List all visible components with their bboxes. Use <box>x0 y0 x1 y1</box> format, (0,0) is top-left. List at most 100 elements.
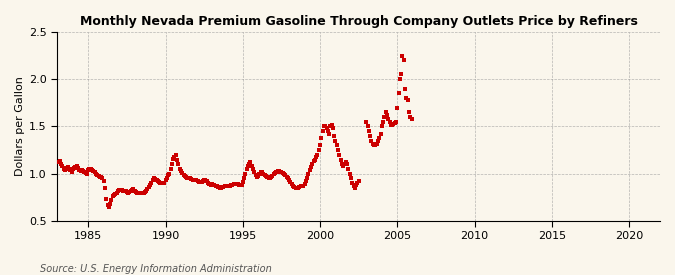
Point <box>92 172 103 177</box>
Point <box>115 188 126 192</box>
Point <box>258 172 269 176</box>
Point <box>150 177 161 182</box>
Point <box>156 181 167 185</box>
Point <box>110 191 121 196</box>
Point <box>308 159 319 164</box>
Point <box>353 179 364 183</box>
Point <box>383 117 394 121</box>
Point <box>75 169 86 173</box>
Point <box>188 178 199 183</box>
Point <box>248 167 259 171</box>
Point <box>268 172 279 176</box>
Point <box>329 134 340 138</box>
Point <box>109 192 119 197</box>
Point <box>374 136 385 140</box>
Point <box>277 170 288 175</box>
Point <box>116 188 127 192</box>
Point <box>198 178 209 183</box>
Point <box>89 170 100 174</box>
Point <box>348 184 359 188</box>
Point <box>218 185 229 189</box>
Point <box>371 141 382 146</box>
Point <box>242 164 253 168</box>
Point <box>53 160 64 165</box>
Point <box>271 170 281 174</box>
Point <box>300 179 311 183</box>
Point <box>157 181 168 185</box>
Point <box>266 174 277 179</box>
Title: Monthly Nevada Premium Gasoline Through Company Outlets Price by Refiners: Monthly Nevada Premium Gasoline Through … <box>80 15 638 28</box>
Point <box>379 115 390 119</box>
Point <box>315 143 325 148</box>
Point <box>70 165 81 169</box>
Point <box>128 187 139 191</box>
Point <box>391 120 402 124</box>
Point <box>364 129 375 133</box>
Point <box>214 186 225 190</box>
Point <box>127 188 138 192</box>
Point <box>238 176 249 181</box>
Point <box>288 184 298 188</box>
Point <box>202 181 213 185</box>
Point <box>367 141 378 146</box>
Point <box>235 183 246 187</box>
Point <box>241 167 252 171</box>
Point <box>267 174 278 178</box>
Point <box>88 169 99 173</box>
Point <box>63 167 74 171</box>
Point <box>177 170 188 175</box>
Point <box>160 178 171 183</box>
Point <box>141 189 152 193</box>
Point <box>217 185 227 189</box>
Point <box>119 189 130 193</box>
Point <box>299 182 310 186</box>
Point <box>402 98 413 102</box>
Point <box>129 189 140 193</box>
Point <box>221 184 232 188</box>
Point <box>281 174 292 179</box>
Point <box>245 160 256 165</box>
Point <box>350 186 360 190</box>
Point <box>303 172 314 176</box>
Point <box>95 174 105 179</box>
Point <box>86 168 97 172</box>
Point <box>294 185 305 189</box>
Point <box>261 174 271 178</box>
Point <box>292 186 302 190</box>
Point <box>82 172 92 176</box>
Point <box>342 162 352 166</box>
Point <box>331 143 342 148</box>
Point <box>57 164 68 168</box>
Point <box>99 179 109 183</box>
Point <box>102 203 113 207</box>
Point <box>404 110 414 114</box>
Point <box>96 174 107 179</box>
Point <box>168 156 179 161</box>
Point <box>335 157 346 162</box>
Point <box>74 168 84 172</box>
Point <box>133 191 144 195</box>
Point <box>255 170 266 174</box>
Point <box>99 186 110 190</box>
Point <box>306 165 317 169</box>
Point <box>120 189 131 193</box>
Point <box>310 157 321 162</box>
Point <box>90 172 101 176</box>
Point <box>213 185 223 189</box>
Point <box>66 170 77 174</box>
Point <box>362 124 373 129</box>
Point <box>223 184 234 188</box>
Point <box>231 182 242 186</box>
Point <box>225 183 236 187</box>
Point <box>400 86 410 91</box>
Point <box>56 162 67 166</box>
Point <box>136 191 146 195</box>
Point <box>366 139 377 143</box>
Point <box>174 167 185 171</box>
Point <box>171 153 182 157</box>
Point <box>352 181 363 185</box>
Point <box>319 124 329 129</box>
Point <box>240 172 251 176</box>
Point <box>389 120 400 125</box>
Point <box>275 170 286 174</box>
